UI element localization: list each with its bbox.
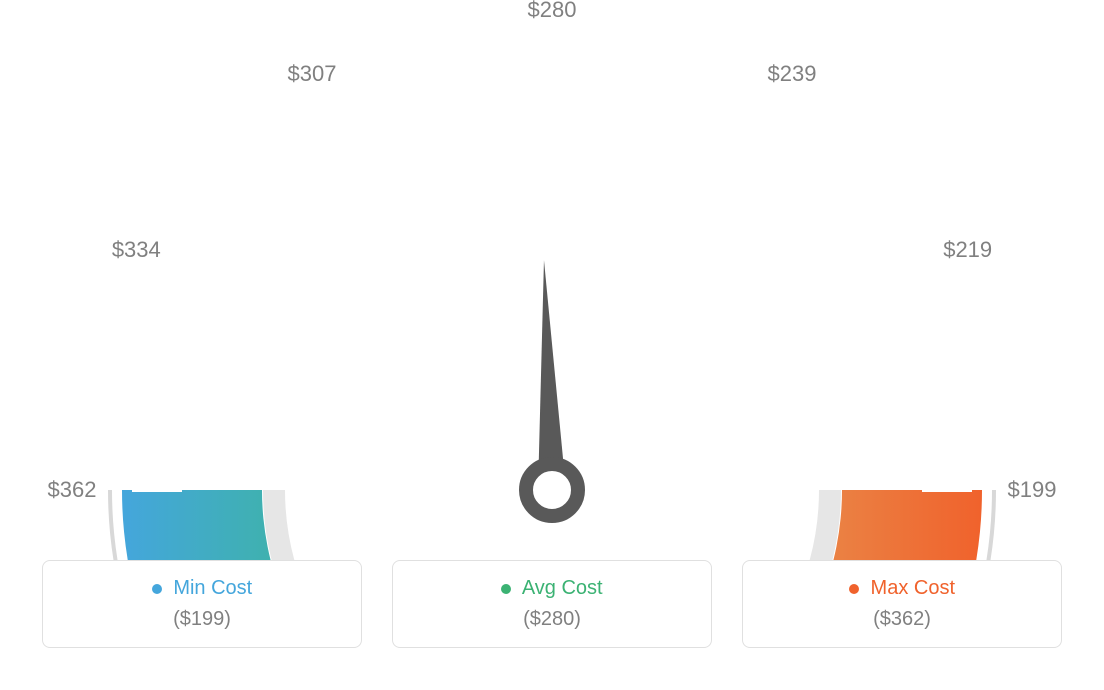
legend-label-max: Max Cost <box>763 577 1041 600</box>
legend-max-value: ($362) <box>763 608 1041 631</box>
legend-avg-value: ($280) <box>413 608 691 631</box>
legend-max-text: Max Cost <box>871 577 955 599</box>
legend-avg-text: Avg Cost <box>522 577 603 599</box>
legend-card-avg: Avg Cost ($280) <box>392 560 712 648</box>
legend-row: Min Cost ($199) Avg Cost ($280) Max Cost… <box>0 560 1104 648</box>
gauge-tick-label: $239 <box>768 61 817 87</box>
gauge-tick-label: $199 <box>1008 477 1057 503</box>
gauge-tick-label: $307 <box>288 61 337 87</box>
gauge-tick-label: $362 <box>48 477 97 503</box>
dot-icon <box>849 584 859 594</box>
legend-card-max: Max Cost ($362) <box>742 560 1062 648</box>
legend-min-value: ($199) <box>63 608 341 631</box>
dot-icon <box>501 584 511 594</box>
gauge-tick-label: $334 <box>112 237 161 263</box>
legend-label-min: Min Cost <box>63 577 341 600</box>
legend-min-text: Min Cost <box>173 577 252 599</box>
legend-label-avg: Avg Cost <box>413 577 691 600</box>
gauge-tick-label: $219 <box>943 237 992 263</box>
gauge-tick-label: $280 <box>528 0 577 23</box>
cost-gauge-chart: $199 $219 $239 $280 $307 $334 $362 <box>0 0 1104 560</box>
gauge-svg <box>0 0 1104 560</box>
dot-icon <box>152 584 162 594</box>
legend-card-min: Min Cost ($199) <box>42 560 362 648</box>
